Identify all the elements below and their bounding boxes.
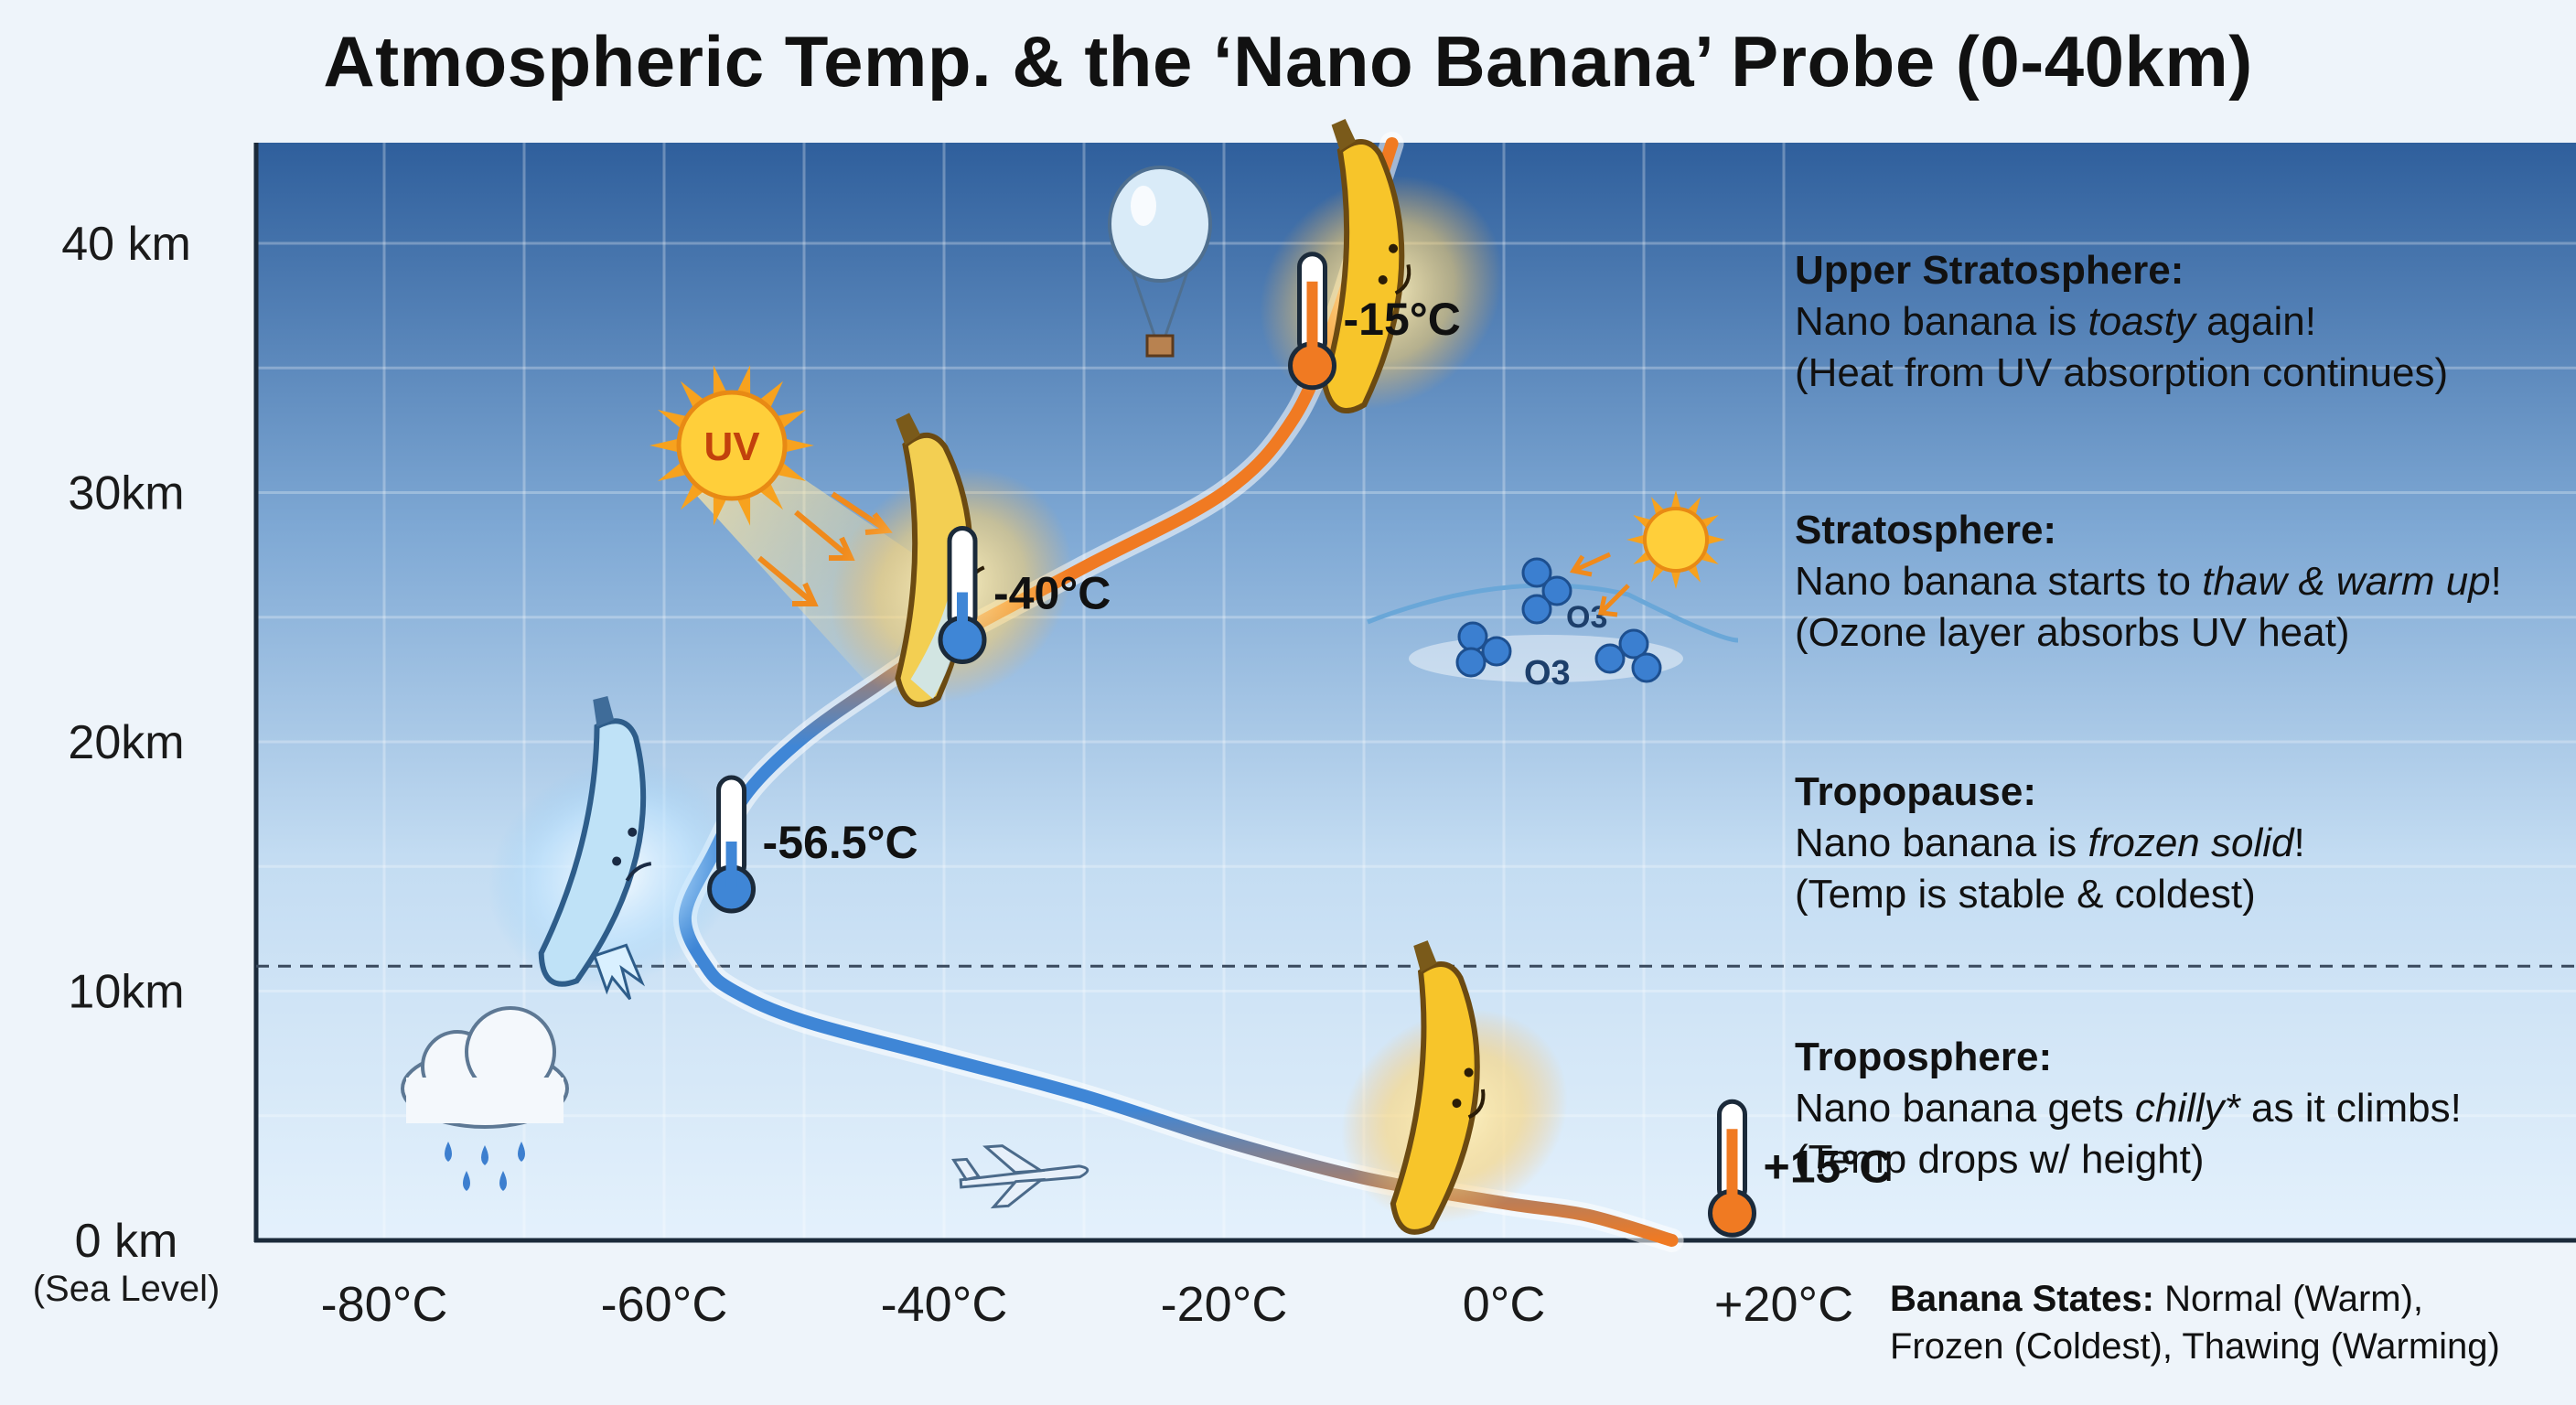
airplane-icon [951,1144,1089,1209]
x-tick-label: -60°C [601,1277,728,1332]
y-tick-label: 30km [68,467,184,520]
layer-heading: Troposphere: [1795,1035,2053,1079]
layer-heading: Tropopause: [1795,769,2037,814]
layer-troposphere: Troposphere: Nano banana gets chilly* as… [1795,1032,2545,1185]
temperature-markers: +15°C -56.5°C -40°C -15°C [707,252,1893,1238]
layer-description: Nano banana starts to thaw & warm up! [1795,556,2545,607]
layer-text-post: ! [2293,820,2305,865]
y-tick-label: 40 km [61,218,191,271]
rain-cloud-icon [401,1006,569,1191]
layer-text-pre: Nano banana starts to [1795,559,2203,604]
temperature-marker-label: -40°C [993,568,1111,619]
y-tick-labels: 0 km 10km 20km 30km 40 km [61,218,191,1268]
layer-description: Nano banana gets chilly* as it climbs! [1795,1083,2545,1134]
thermometer-icon [938,526,987,664]
legend-line-2: Frozen (Coldest), Thawing (Warming) [1890,1326,2500,1367]
legend-text-1: Normal (Warm), [2153,1279,2424,1319]
layer-note: (Temp drops w/ height) [1795,1137,2205,1182]
thermometer-icon [1288,252,1336,391]
x-tick-label: +20°C [1714,1277,1853,1332]
temperature-marker-label: -15°C [1344,294,1461,345]
layer-text-emphasis: thaw & warm up [2202,559,2491,604]
layer-description: Nano banana is frozen solid! [1795,818,2545,869]
layer-text-pre: Nano banana is [1795,299,2088,344]
weather-balloon-icon [1108,166,1212,358]
layer-upper-stratosphere: Upper Stratosphere: Nano banana is toast… [1795,245,2545,399]
legend-heading: Banana States: [1890,1279,2154,1319]
temperature-marker-label: +15°C [1764,1141,1893,1192]
banana-states-legend: Banana States: Normal (Warm), Frozen (Co… [1890,1275,2567,1370]
x-tick-label: -80°C [321,1277,448,1332]
layer-text-emphasis: frozen solid [2088,820,2294,865]
thermometer-icon [1708,1099,1756,1238]
layer-text-emphasis: toasty [2088,299,2195,344]
layer-description: Nano banana is toasty again! [1795,296,2545,348]
y-tick-label: 10km [68,966,184,1019]
layer-tropopause: Tropopause: Nano banana is frozen solid!… [1795,767,2545,920]
thermometer-icon [707,775,757,914]
layer-text-post: ! [2490,559,2502,604]
y-tick-label: 20km [68,716,184,769]
ozone-label-2: O3 [1524,654,1571,692]
ozone-sun-icon [1626,490,1725,589]
layer-note: (Temp is stable & coldest) [1795,872,2256,917]
x-tick-label: -20°C [1161,1277,1288,1332]
y-tick-label: 0 km [75,1215,178,1268]
layer-text-post: again! [2195,299,2316,344]
y-tick-sublabel-sea-level: (Sea Level) [33,1269,220,1309]
banana-frozen-tropopause-icon [488,695,737,1001]
layer-heading: Stratosphere: [1795,508,2057,552]
banana-normal-troposphere-icon [1341,940,1568,1235]
x-tick-labels: -80°C -60°C -40°C -20°C 0°C +20°C [321,1277,1853,1332]
layer-text-pre: Nano banana is [1795,820,2088,865]
layer-text-emphasis: chilly* [2134,1086,2240,1131]
chart-title: Atmospheric Temp. & the ‘Nano Banana’ Pr… [323,21,2253,102]
layer-stratosphere: Stratosphere: Nano banana starts to thaw… [1795,505,2545,659]
x-tick-label: 0°C [1463,1277,1546,1332]
temperature-marker-label: -56.5°C [763,817,918,868]
layer-note: (Heat from UV absorption continues) [1795,350,2449,395]
layer-heading: Upper Stratosphere: [1795,248,2184,293]
layer-text-pre: Nano banana gets [1795,1086,2135,1131]
x-tick-label: -40°C [881,1277,1008,1332]
layer-note: (Ozone layer absorbs UV heat) [1795,610,2350,655]
uv-sun-label: UV [703,424,760,469]
ozone-layer-icon: O3 O3 [1367,552,1739,692]
layer-text-post: as it climbs! [2239,1086,2462,1131]
uv-sun-icon: UV [649,365,814,526]
legend-line-1: Banana States: Normal (Warm), [1890,1275,2567,1323]
